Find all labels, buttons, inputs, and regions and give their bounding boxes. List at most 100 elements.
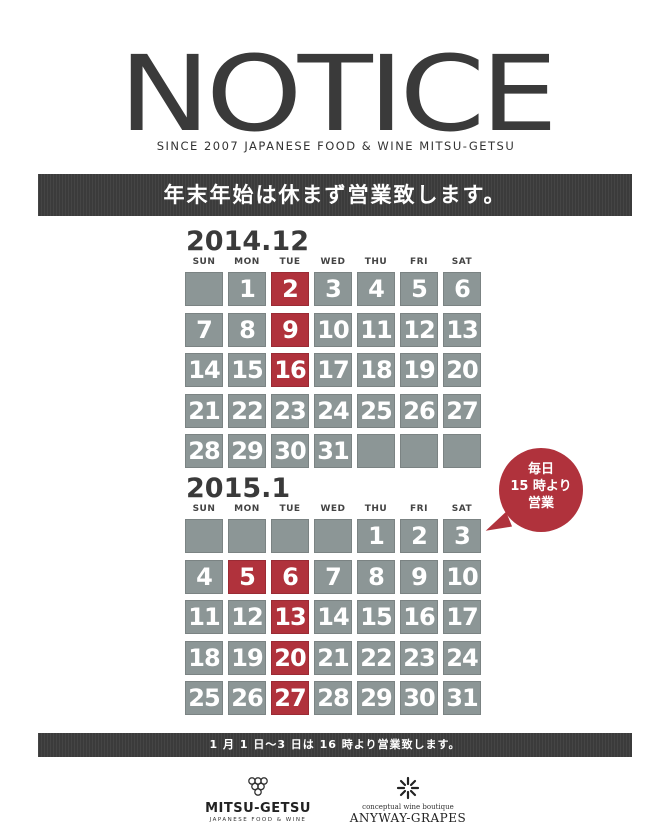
empty-day-cell xyxy=(400,434,438,468)
day-cell: 27 xyxy=(443,393,481,428)
weekday-label: THU xyxy=(364,257,388,267)
day-cell: 25 xyxy=(185,681,223,715)
day-cell: 30 xyxy=(400,681,438,715)
day-cell: 23 xyxy=(400,640,438,675)
day-cell: 10 xyxy=(314,312,352,347)
day-cell: 17 xyxy=(314,353,352,387)
day-cell: 5 xyxy=(400,272,438,306)
closed-day-cell: 9 xyxy=(271,312,309,347)
empty-day-cell xyxy=(185,272,223,306)
day-cell: 22 xyxy=(357,640,395,675)
day-cell: 26 xyxy=(228,681,266,715)
closed-day-cell: 6 xyxy=(271,559,309,594)
day-cell: 20 xyxy=(443,353,481,387)
day-cell: 19 xyxy=(400,353,438,387)
notice-title: NOTICE xyxy=(118,33,558,155)
day-cell: 25 xyxy=(357,393,395,428)
day-cell: 7 xyxy=(185,312,223,347)
day-cell: 31 xyxy=(443,681,481,715)
day-cell: 14 xyxy=(185,353,223,387)
empty-day-cell xyxy=(271,519,309,553)
day-cell: 28 xyxy=(314,681,352,715)
logo-tagline: conceptual wine boutique xyxy=(362,803,454,811)
day-cell: 1 xyxy=(357,519,395,553)
weekday-label: SUN xyxy=(192,257,216,267)
calendar-title-january: 2015.1 xyxy=(186,473,291,504)
weekday-label: THU xyxy=(364,504,388,514)
day-cell: 18 xyxy=(357,353,395,387)
day-cell: 4 xyxy=(185,559,223,594)
closed-day-cell: 13 xyxy=(271,600,309,634)
bubble-line: 15 時より xyxy=(510,479,572,494)
weekday-header-row: SUN MON TUE WED THU FRI SAT xyxy=(184,257,484,269)
day-cell: 29 xyxy=(357,681,395,715)
anyway-grapes-logo: conceptual wine boutique ANYWAY-GRAPES xyxy=(348,776,468,825)
weekday-label: SAT xyxy=(451,504,473,514)
weekday-label: TUE xyxy=(279,504,301,514)
logo-name: MITSU-GETSU xyxy=(205,801,311,816)
weekday-label: TUE xyxy=(279,257,301,267)
empty-day-cell xyxy=(228,519,266,553)
day-cell: 2 xyxy=(400,519,438,553)
day-cell: 28 xyxy=(185,434,223,468)
bubble-line: 毎日 xyxy=(527,462,554,477)
day-cell: 24 xyxy=(314,393,352,428)
day-cell: 11 xyxy=(357,312,395,347)
empty-day-cell xyxy=(314,519,352,553)
weekday-label: WED xyxy=(320,257,346,267)
day-cell: 10 xyxy=(443,559,481,594)
weekday-label: MON xyxy=(234,257,260,267)
day-cell: 15 xyxy=(357,600,395,634)
logo-tagline: JAPANESE FOOD & WINE xyxy=(209,817,307,823)
closed-day-cell: 5 xyxy=(228,559,266,594)
grape-cluster-icon xyxy=(198,776,318,799)
day-cell: 21 xyxy=(185,393,223,428)
day-cell: 26 xyxy=(400,393,438,428)
day-cell: 9 xyxy=(400,559,438,594)
empty-day-cell xyxy=(443,434,481,468)
top-banner: 年末年始は休まず営業致します。 xyxy=(38,174,632,216)
day-cell: 17 xyxy=(443,600,481,634)
weekday-label: SAT xyxy=(451,257,473,267)
day-cell: 18 xyxy=(185,640,223,675)
starburst-icon xyxy=(348,776,468,803)
day-cell: 19 xyxy=(228,640,266,675)
closed-day-cell: 27 xyxy=(271,681,309,715)
closed-day-cell: 20 xyxy=(271,640,309,675)
closed-day-cell: 2 xyxy=(271,272,309,306)
weekday-header-row: SUN MON TUE WED THU FRI SAT xyxy=(184,504,484,516)
day-cell: 22 xyxy=(228,393,266,428)
day-cell: 30 xyxy=(271,434,309,468)
mitsu-getsu-logo: MITSU-GETSU JAPANESE FOOD & WINE xyxy=(198,776,318,823)
bubble-line: 営業 xyxy=(527,496,554,511)
day-cell: 7 xyxy=(314,559,352,594)
day-cell: 15 xyxy=(228,353,266,387)
day-cell: 23 xyxy=(271,393,309,428)
hours-speech-bubble: 毎日 15 時より 営業 xyxy=(499,448,583,532)
day-cell: 16 xyxy=(400,600,438,634)
day-cell: 8 xyxy=(357,559,395,594)
day-cell: 4 xyxy=(357,272,395,306)
day-cell: 12 xyxy=(228,600,266,634)
bottom-banner: 1 月 1 日〜3 日は 16 時より営業致します。 xyxy=(38,733,632,757)
day-cell: 29 xyxy=(228,434,266,468)
day-cell: 31 xyxy=(314,434,352,468)
calendar-title-december: 2014.12 xyxy=(186,226,309,257)
weekday-label: FRI xyxy=(410,257,428,267)
logo-name: ANYWAY-GRAPES xyxy=(349,811,467,825)
day-cell: 21 xyxy=(314,640,352,675)
day-cell: 1 xyxy=(228,272,266,306)
day-cell: 24 xyxy=(443,640,481,675)
day-cell: 8 xyxy=(228,312,266,347)
day-cell: 6 xyxy=(443,272,481,306)
weekday-label: FRI xyxy=(410,504,428,514)
weekday-label: SUN xyxy=(192,504,216,514)
empty-day-cell xyxy=(185,519,223,553)
closed-day-cell: 16 xyxy=(271,353,309,387)
day-cell: 13 xyxy=(443,312,481,347)
day-cell: 3 xyxy=(314,272,352,306)
subtitle: SINCE 2007 JAPANESE FOOD & WINE MITSU-GE… xyxy=(156,139,516,153)
empty-day-cell xyxy=(357,434,395,468)
day-cell: 11 xyxy=(185,600,223,634)
day-cell: 3 xyxy=(443,519,481,553)
